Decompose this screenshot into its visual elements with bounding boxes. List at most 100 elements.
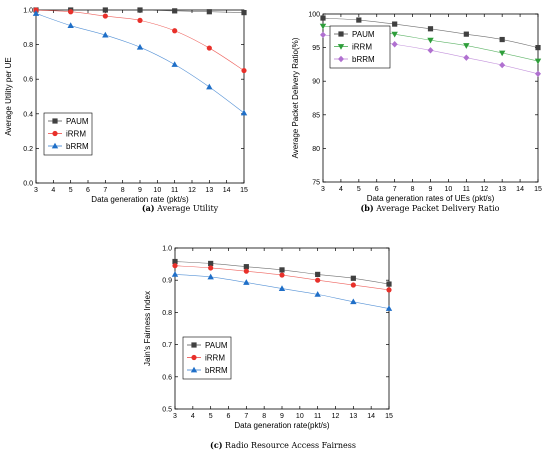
x-axis-label: Data generation rates of UEs (pkt/s): [367, 194, 495, 203]
data-point: [241, 67, 247, 74]
data-point: [535, 70, 541, 78]
data-point: [172, 28, 178, 34]
x-tick-label: 5: [69, 187, 73, 194]
data-point: [172, 8, 178, 14]
data-point: [463, 54, 470, 61]
x-tick-label: 4: [191, 413, 195, 420]
x-tick-label: 13: [498, 186, 506, 193]
x-tick-label: 10: [445, 186, 453, 193]
x-tick-label: 3: [321, 186, 325, 193]
data-point: [463, 43, 470, 49]
data-point: [206, 9, 212, 15]
data-point: [391, 41, 398, 48]
data-point: [315, 277, 321, 283]
data-point: [171, 61, 178, 67]
legend-marker: [337, 44, 345, 50]
caption-letter: (a): [142, 203, 155, 213]
y-tick-label: 0.0: [23, 181, 33, 188]
data-point: [67, 22, 74, 28]
data-point: [102, 13, 108, 19]
caption-text: Average Packet Delivery Ratio: [374, 204, 500, 213]
series-irrm: [172, 263, 392, 293]
data-point: [385, 305, 393, 311]
x-tick-label: 15: [385, 413, 393, 420]
data-point: [102, 7, 108, 13]
series-paum: [172, 258, 392, 287]
series-brrm: [171, 271, 393, 311]
legend: PAUM iRRM bRRM: [182, 336, 232, 380]
y-tick-label: 0.6: [23, 77, 33, 84]
x-tick-label: 12: [480, 186, 488, 193]
x-tick-label: 11: [463, 186, 470, 193]
y-tick-label: 1.0: [162, 246, 172, 253]
x-tick-label: 10: [296, 413, 304, 420]
x-tick-label: 15: [240, 187, 248, 194]
legend-box: [182, 336, 232, 380]
caption: (c) Radio Resource Access Fairness: [210, 440, 356, 450]
data-point: [136, 43, 144, 50]
legend-marker: [190, 366, 198, 373]
y-tick-label: 0.8: [23, 42, 33, 49]
data-point: [386, 281, 392, 287]
legend-entry: bRRM: [66, 142, 89, 151]
x-tick-label: 3: [34, 187, 38, 194]
data-point: [350, 298, 357, 305]
x-tick-label: 5: [357, 186, 361, 193]
y-tick-label: 0.2: [23, 146, 33, 153]
data-point: [240, 109, 248, 116]
series-irrm: [33, 7, 247, 74]
data-point: [386, 287, 392, 293]
legend-entry: iRRM: [205, 354, 225, 363]
y-axis-label: Average Packet Delivery Ratio(%): [291, 37, 300, 158]
legend-marker: [338, 55, 344, 63]
plot-frame: [35, 9, 245, 184]
data-point: [391, 31, 398, 38]
x-tick-label: 14: [223, 187, 231, 194]
data-point: [171, 271, 179, 277]
data-point: [206, 45, 212, 51]
data-point: [427, 47, 434, 54]
data-point: [137, 7, 143, 13]
x-tick-label: 7: [393, 186, 397, 193]
legend-marker: [191, 342, 197, 348]
data-point: [498, 50, 506, 57]
data-point: [320, 31, 326, 39]
y-tick-label: 90: [312, 79, 320, 86]
series-brrm: [32, 10, 248, 116]
x-tick-label: 6: [86, 187, 90, 194]
x-tick-label: 7: [244, 413, 248, 420]
data-point: [208, 260, 214, 267]
x-tick-label: 4: [339, 186, 343, 193]
chart-2: 3 4 5 6 7 8 9 10 11 12 13 14 15 75 80 85 90 95 100 Data gen…: [291, 12, 542, 214]
data-point: [243, 268, 249, 274]
x-tick-label: 5: [209, 413, 213, 420]
legend: PAUM iRRM bRRM: [43, 112, 93, 156]
y-tick-label: 80: [312, 146, 320, 153]
series-line: [174, 274, 390, 309]
y-tick-label: 0.8: [162, 310, 172, 317]
y-tick-label: 95: [312, 45, 320, 52]
caption: (b) Average Packet Delivery Ratio: [361, 203, 500, 213]
data-point: [320, 15, 326, 21]
legend-entry: PAUM: [205, 341, 228, 350]
x-tick-label: 6: [227, 413, 231, 420]
legend-entry: iRRM: [66, 130, 86, 139]
data-point: [463, 31, 469, 37]
legend-marker: [52, 130, 58, 137]
y-tick-label: 75: [312, 180, 320, 187]
data-point: [315, 271, 321, 278]
legend-marker: [338, 31, 344, 37]
y-tick-label: 100: [308, 12, 320, 19]
data-point: [33, 7, 39, 13]
x-tick-label: 12: [188, 187, 196, 194]
data-point: [356, 17, 362, 23]
data-point: [534, 58, 542, 65]
legend-marker: [52, 118, 58, 124]
x-axis-label: Data generation rate(pkt/s): [234, 421, 329, 430]
data-point: [241, 9, 247, 16]
data-point: [499, 61, 506, 69]
x-tick-label: 8: [262, 413, 266, 420]
data-point: [68, 9, 74, 15]
x-tick-label: 14: [516, 186, 524, 193]
